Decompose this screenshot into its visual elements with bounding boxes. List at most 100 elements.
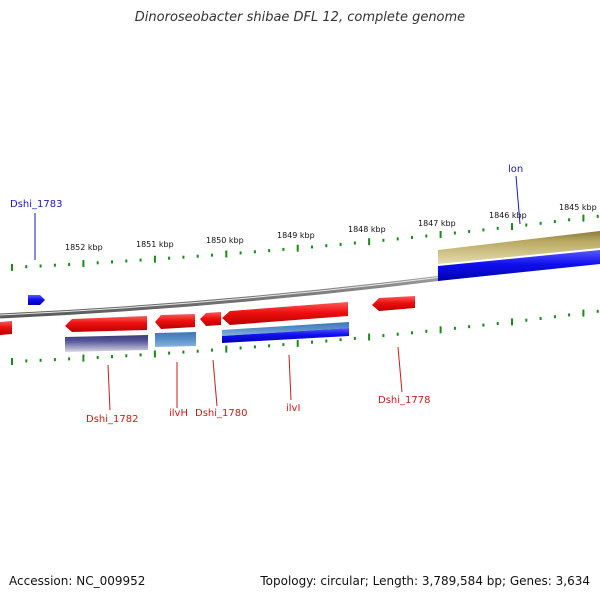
inner-tick [325, 339, 328, 343]
inner-tick [139, 353, 142, 357]
kbp-label: 1851 kbp [136, 240, 174, 249]
cds-ilvI-bar [222, 322, 349, 336]
inner-tick [496, 322, 499, 325]
inner-tick [596, 309, 599, 313]
outer-tick [525, 223, 528, 227]
kbp-label: 1846 kbp [489, 211, 527, 220]
cds-ilvH-bar [155, 332, 196, 347]
inner-tick [153, 350, 156, 358]
inner-tick [182, 350, 185, 354]
gene-label-ilvH: ilvH [169, 408, 188, 419]
inner-tick [482, 323, 485, 327]
outer-tick [468, 229, 471, 233]
gene-Dshi_1780-arrow [200, 312, 221, 326]
outer-tick [568, 218, 571, 222]
gene-ilvI-bar [222, 328, 349, 343]
inner-tick [196, 349, 199, 353]
kbp-label: 1845 kbp [559, 203, 597, 212]
gene-label-Dshi_1783: Dshi_1783 [10, 199, 62, 210]
outer-tick [325, 244, 328, 248]
outer-tick [153, 255, 156, 263]
outer-tick [453, 231, 456, 235]
inner-tick [296, 339, 299, 347]
inner-tick [453, 326, 456, 330]
accession-text: Accession: NC_009952 [9, 574, 146, 588]
inner-tick-marks [11, 309, 599, 365]
outer-tick [211, 253, 213, 257]
genome-info-text: Topology: circular; Length: 3,789,584 bp… [260, 574, 590, 588]
outer-tick [139, 258, 142, 262]
inner-tick [368, 333, 371, 341]
gene-label-Dshi_1778: Dshi_1778 [378, 395, 430, 406]
outer-tick [68, 263, 71, 266]
inner-tick [11, 358, 13, 365]
outer-tick [182, 255, 185, 259]
outer-tick [582, 214, 585, 222]
kbp-label: 1848 kbp [348, 225, 386, 234]
outer-tick [353, 241, 356, 245]
gene-Dshi_1782-arrow [65, 316, 147, 332]
outer-tick [425, 234, 428, 238]
inner-tick [511, 318, 513, 326]
gene-lon-bar [438, 250, 600, 281]
inner-tick [539, 317, 542, 320]
forward-features [28, 231, 600, 305]
kbp-label: 1849 kbp [277, 231, 315, 240]
inner-tick [82, 354, 85, 362]
gene-edge-left [0, 321, 12, 335]
outer-tick [111, 260, 113, 264]
inner-tick [239, 346, 242, 350]
leader-Dshi_1780 [212, 359, 218, 407]
gene-Dshi_1778-arrow [372, 296, 415, 311]
outer-tick [25, 265, 28, 269]
gene-ilvH-arrow [155, 314, 195, 329]
inner-tick [68, 357, 71, 361]
inner-tick [425, 329, 428, 333]
cds-lon-bar [438, 231, 600, 264]
gene-label-lon: lon [508, 164, 523, 175]
map-title: Dinoroseobacter shibae DFL 12, complete … [134, 10, 466, 25]
outer-tick [482, 228, 485, 232]
inner-tick [439, 326, 442, 334]
outer-tick [196, 254, 199, 258]
gene-Dshi_1783-arrow [28, 295, 45, 305]
inner-tick [96, 355, 99, 359]
outer-tick [596, 214, 599, 218]
outer-tick [239, 251, 242, 255]
outer-tick [396, 237, 399, 241]
outer-tick [382, 238, 385, 242]
inner-tick [282, 343, 285, 347]
cds-Dshi_1782-bar [65, 335, 148, 352]
outer-tick [439, 231, 442, 238]
gene-label-ilvI: ilvI [286, 403, 300, 414]
outer-tick [553, 220, 556, 224]
gene-label-Dshi_1782: Dshi_1782 [86, 414, 138, 425]
outer-tick [53, 263, 56, 267]
inner-tick [353, 336, 356, 340]
inner-tick [411, 331, 413, 335]
outer-tick [11, 263, 13, 271]
outer-tick [125, 259, 128, 263]
inner-tick [311, 340, 313, 344]
outer-tick [339, 242, 342, 246]
inner-tick [553, 315, 556, 319]
outer-tick [96, 261, 99, 265]
gene-ilvI-arrow [222, 302, 348, 325]
outer-tick [296, 244, 299, 252]
outer-tick [311, 245, 313, 249]
outer-tick [368, 238, 371, 246]
kbp-label: 1852 kbp [65, 243, 103, 252]
outer-tick [253, 250, 256, 254]
gene-label-Dshi_1780: Dshi_1780 [195, 408, 247, 419]
leader-ilvI [288, 354, 292, 401]
outer-tick [511, 223, 513, 231]
outer-tick [39, 264, 42, 268]
kbp-labels: 1852 kbp 1851 kbp 1850 kbp 1849 kbp 1848… [65, 203, 597, 252]
outer-tick [496, 226, 499, 230]
inner-tick [168, 351, 171, 355]
inner-tick [396, 332, 399, 336]
inner-tick [582, 309, 585, 317]
inner-tick [225, 345, 228, 353]
inner-tick [268, 344, 271, 348]
leader-lines [34, 175, 521, 411]
